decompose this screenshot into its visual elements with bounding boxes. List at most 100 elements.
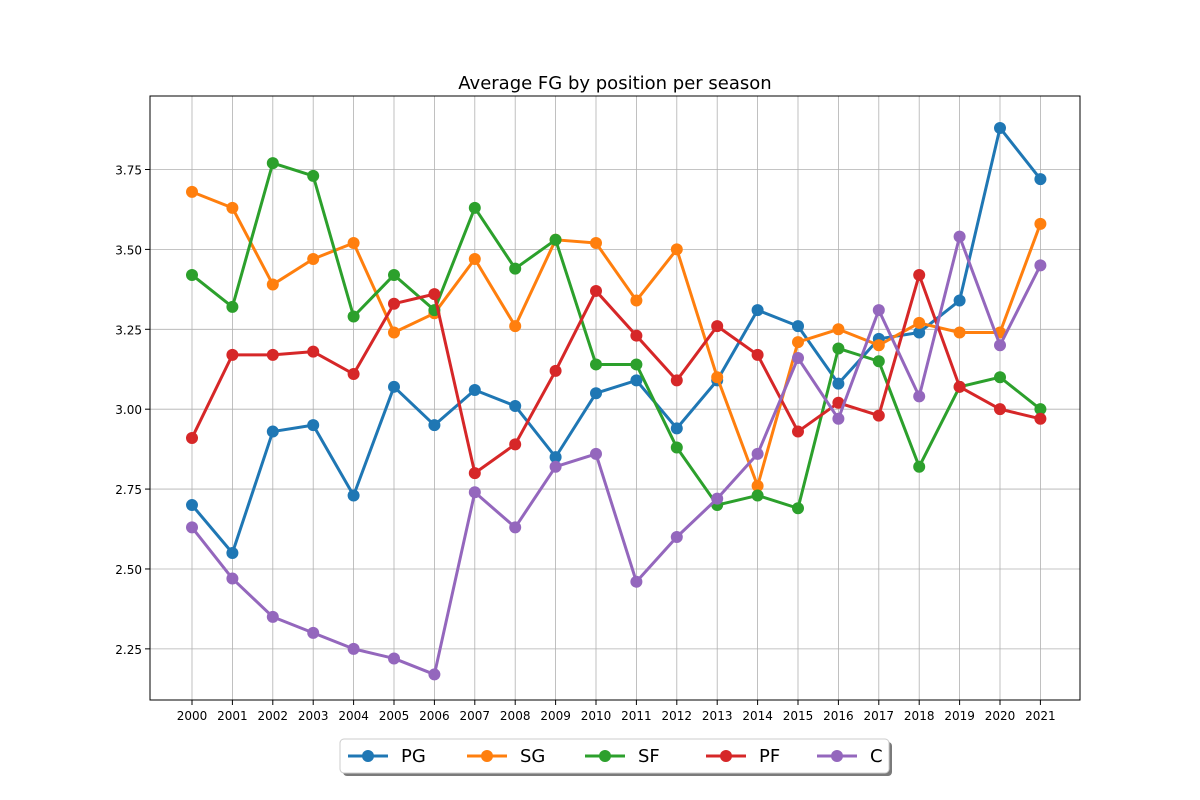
x-tick-label: 2018 (904, 709, 935, 723)
y-tick-label: 2.75 (115, 483, 142, 497)
legend-swatch-marker (362, 750, 374, 762)
data-point (832, 377, 845, 390)
data-point (832, 323, 845, 336)
data-point (792, 336, 804, 349)
series-group (186, 121, 1047, 681)
data-point (1034, 259, 1047, 272)
data-point (347, 642, 360, 655)
data-point (590, 358, 602, 371)
data-point (1034, 173, 1047, 186)
data-point (953, 380, 966, 393)
data-point (630, 294, 643, 307)
data-point (751, 479, 764, 492)
legend-label: SG (520, 746, 545, 767)
x-tick-label: 2002 (258, 709, 289, 723)
x-tick-label: 2001 (217, 709, 248, 723)
data-point (590, 237, 602, 250)
data-point (428, 419, 441, 432)
data-point (953, 294, 966, 307)
x-tick-label: 2004 (338, 709, 369, 723)
x-tick-label: 2003 (298, 709, 329, 723)
y-tick-label: 2.50 (115, 563, 142, 577)
x-tick-label: 2005 (379, 709, 410, 723)
data-point (509, 262, 522, 275)
data-point (509, 438, 522, 451)
data-point (792, 425, 804, 438)
data-point (913, 460, 926, 473)
legend-swatch-marker (831, 750, 843, 762)
data-point (872, 355, 885, 368)
series-sg (186, 185, 1047, 492)
x-tick-label: 2013 (702, 709, 733, 723)
data-point (913, 316, 926, 329)
data-point (549, 233, 562, 246)
y-tick-label: 3.25 (115, 323, 142, 337)
legend-label: PG (401, 746, 426, 767)
data-point (872, 339, 885, 352)
data-point (872, 304, 885, 317)
data-point (832, 342, 845, 355)
data-point (347, 489, 360, 502)
legend-swatch-marker (599, 750, 611, 762)
x-tick-label: 2017 (864, 709, 895, 723)
legend-item-pf: PF (706, 746, 780, 767)
y-tick-label: 2.25 (115, 643, 142, 657)
data-point (347, 310, 360, 323)
x-tick-label: 2020 (985, 709, 1016, 723)
x-tick-label: 2008 (500, 709, 531, 723)
data-point (913, 268, 926, 281)
data-point (711, 371, 724, 384)
data-point (549, 451, 562, 464)
data-point (590, 387, 602, 400)
data-point (266, 157, 279, 170)
data-point (226, 572, 239, 585)
data-point (428, 668, 441, 681)
data-point (630, 329, 643, 342)
data-point (468, 384, 481, 397)
x-tick-label: 2011 (621, 709, 652, 723)
legend-item-sf: SF (585, 746, 660, 767)
data-point (549, 364, 562, 377)
data-point (953, 326, 966, 339)
data-point (468, 467, 481, 480)
legend-item-pg: PG (348, 746, 426, 767)
data-point (670, 441, 683, 454)
legend-item-c: C (817, 746, 883, 767)
series-line (190, 235, 1042, 676)
data-point (428, 288, 441, 301)
legend-swatch-marker (720, 750, 732, 762)
data-point (226, 300, 239, 313)
data-point (630, 358, 643, 371)
x-axis: 2000 2001 2002 2003 2004 2005 2006 2007 2008 2009… (177, 700, 1056, 723)
data-point (347, 237, 360, 250)
legend-label: PF (759, 746, 780, 767)
data-point (226, 546, 239, 559)
legend-label: SF (638, 746, 660, 767)
data-point (630, 575, 643, 588)
plot-frame (149, 95, 1081, 701)
data-point (751, 489, 764, 502)
legend-item-sg: SG (467, 746, 545, 767)
data-point (226, 201, 239, 214)
data-point (549, 460, 562, 473)
data-point (186, 499, 198, 512)
data-point (509, 399, 522, 412)
x-tick-label: 2006 (419, 709, 450, 723)
data-point (630, 374, 643, 387)
x-tick-label: 2014 (742, 709, 773, 723)
grid-lines (150, 96, 1080, 700)
series-pf (186, 268, 1047, 480)
data-point (226, 348, 239, 361)
data-point (792, 502, 804, 515)
legend: PG SG SF PF C (339, 738, 892, 776)
data-point (307, 169, 320, 182)
data-point (670, 374, 683, 387)
data-point (388, 652, 400, 665)
x-tick-label: 2009 (540, 709, 571, 723)
data-point (509, 521, 522, 534)
series-line (190, 273, 1041, 475)
series-sf (186, 157, 1047, 515)
series-line (191, 190, 1042, 488)
series-line (191, 161, 1042, 510)
